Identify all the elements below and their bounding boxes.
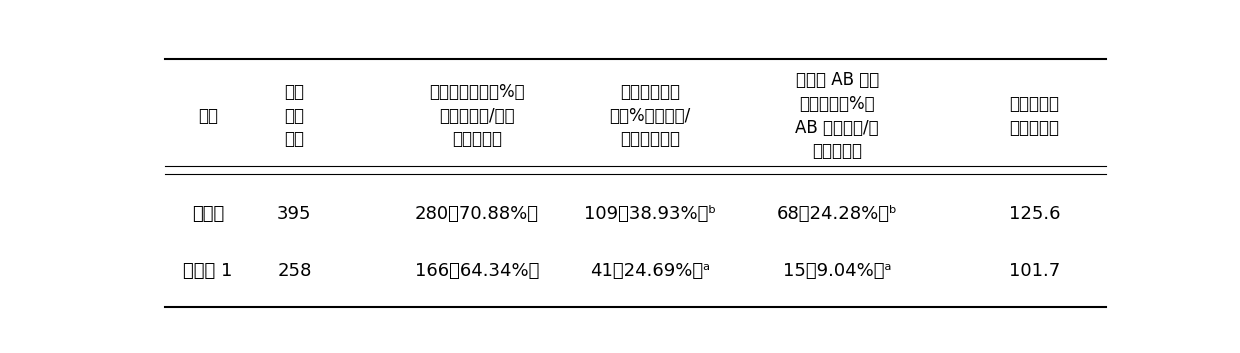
Text: 101.7: 101.7 — [1008, 262, 1060, 280]
Text: 395: 395 — [277, 205, 311, 223]
Text: 第七天 AB 级别
囊胚数（率%；
AB 级囊胚数/卵
裂胚胎数）: 第七天 AB 级别 囊胚数（率%； AB 级囊胚数/卵 裂胚胎数） — [796, 71, 879, 160]
Text: 第八天囊胚
平均细胞数: 第八天囊胚 平均细胞数 — [1009, 95, 1059, 137]
Text: 总卵
母细
胞数: 总卵 母细 胞数 — [284, 83, 304, 148]
Text: 41（24.69%）ᵃ: 41（24.69%）ᵃ — [590, 262, 711, 280]
Text: 卵裂胚胎数（率%；
卵裂胚胎数/总卵
母细胞数）: 卵裂胚胎数（率%； 卵裂胚胎数/总卵 母细胞数） — [429, 83, 525, 148]
Text: 68（24.28%）ᵇ: 68（24.28%）ᵇ — [777, 205, 898, 223]
Text: 125.6: 125.6 — [1008, 205, 1060, 223]
Text: 第七天囊胚数
（率%；囊胚数/
卵裂胚胎数）: 第七天囊胚数 （率%；囊胚数/ 卵裂胚胎数） — [609, 83, 691, 148]
Text: 15（9.04%）ᵃ: 15（9.04%）ᵃ — [784, 262, 892, 280]
Text: 258: 258 — [278, 262, 311, 280]
Text: 组别: 组别 — [198, 107, 218, 125]
Text: 280（70.88%）: 280（70.88%） — [415, 205, 539, 223]
Text: 166（64.34%）: 166（64.34%） — [414, 262, 539, 280]
Text: 109（38.93%）ᵇ: 109（38.93%）ᵇ — [584, 205, 715, 223]
Text: 处理组: 处理组 — [192, 205, 224, 223]
Text: 对照组 1: 对照组 1 — [184, 262, 233, 280]
